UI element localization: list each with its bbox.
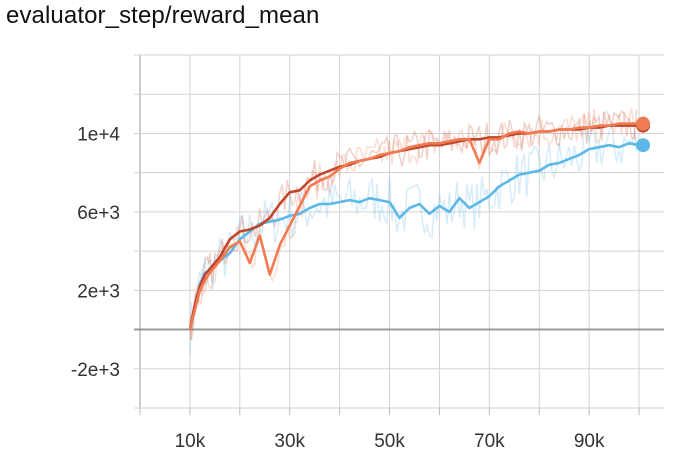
series-end-marker <box>636 138 651 153</box>
series-end-marker <box>636 116 651 131</box>
series-end-markers <box>636 116 651 153</box>
series-noise-band <box>189 107 638 341</box>
series-noise-band <box>189 109 638 340</box>
x-tick-label: 90k <box>574 431 605 452</box>
axis-ticks: 10k 30k 50k 70k 90k -2e+3 2e+3 6e+3 1e+4 <box>71 124 605 452</box>
series-noise-band <box>189 122 638 356</box>
y-tick-label: 6e+3 <box>77 203 120 224</box>
y-tick-label: 2e+3 <box>77 281 120 302</box>
chart-title: evaluator_step/reward_mean <box>6 2 320 29</box>
y-tick-label: 1e+4 <box>77 124 120 145</box>
grid <box>134 54 664 415</box>
series-line <box>188 122 639 330</box>
x-tick-label: 30k <box>274 431 305 452</box>
x-tick-label: 50k <box>374 431 405 452</box>
x-tick-label: 70k <box>474 431 505 452</box>
y-tick-label: -2e+3 <box>71 360 120 381</box>
series-noise-bands <box>189 107 638 356</box>
series-line <box>188 142 640 330</box>
series-lines <box>188 122 640 330</box>
x-tick-label: 10k <box>175 431 206 452</box>
